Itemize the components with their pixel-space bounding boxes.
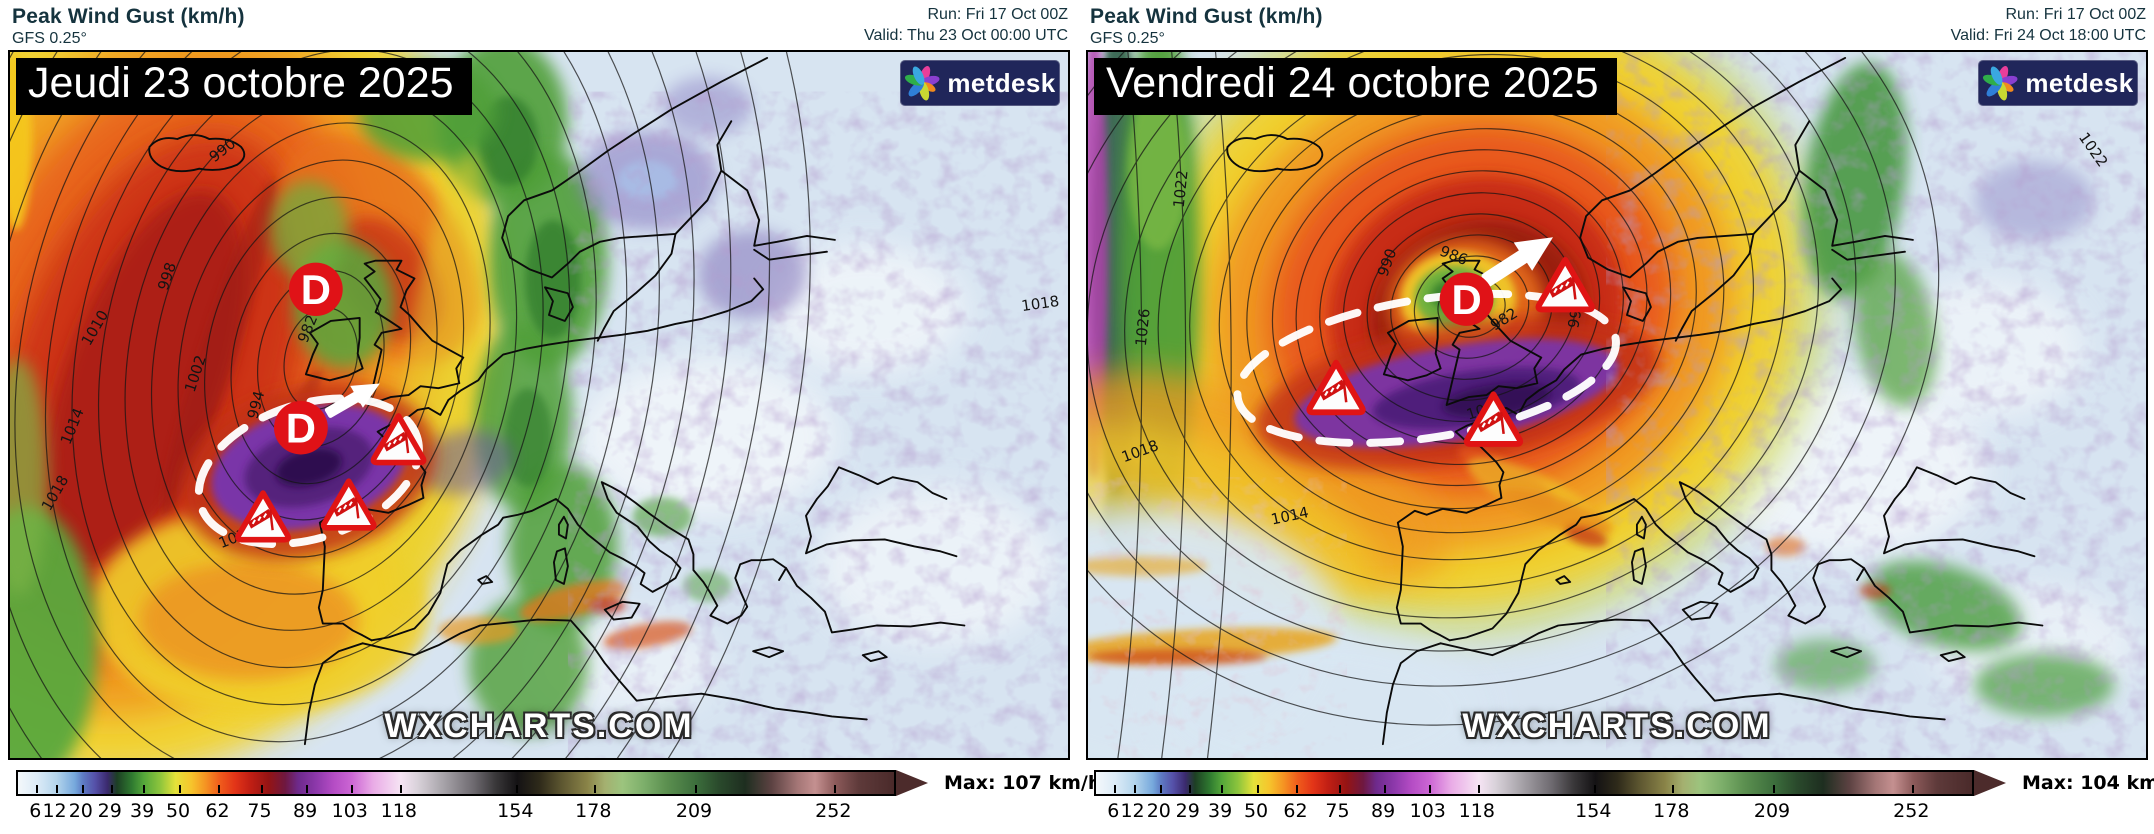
weather-map-thursday: 990 998 1010 1014 1018 1002 994 982 1018… [8, 50, 1070, 760]
valid-time: Valid: Fri 24 Oct 18:00 UTC [1950, 26, 2146, 44]
date-banner: Vendredi 24 octobre 2025 [1094, 58, 1617, 115]
date-banner: Jeudi 23 octobre 2025 [16, 58, 472, 115]
low-pressure-marker: D [288, 262, 343, 317]
metdesk-logo-text: metdesk [2025, 67, 2134, 98]
svg-text:D: D [1451, 276, 1481, 323]
svg-text:D: D [301, 266, 331, 313]
model-label: GFS 0.25° [12, 30, 87, 47]
panel-header: Peak Wind Gust (km/h) GFS 0.25° Run: Fri… [1086, 0, 2148, 50]
metdesk-logo-text: metdesk [947, 67, 1056, 98]
purple-speckle-texture [1606, 52, 2146, 758]
forecast-panel-friday: Peak Wind Gust (km/h) GFS 0.25° Run: Fri… [1086, 0, 2154, 834]
colorbar-arrow [896, 770, 928, 796]
panel-header: Peak Wind Gust (km/h) GFS 0.25° Run: Fri… [8, 0, 1070, 50]
metdesk-flower-icon [1983, 65, 2018, 101]
wind-gust-colorbar: 6 12 20 29 39 50 62 75 89 103 118 154 17… [1086, 770, 2154, 832]
svg-text:1022: 1022 [1170, 169, 1192, 208]
colorbar-tick-labels: 6 12 20 29 39 50 62 75 89 103 118 154 17… [29, 800, 852, 822]
colorbar-arrow [1974, 770, 2006, 796]
map-canvas: 990 998 1010 1014 1018 1002 994 982 1018… [10, 52, 1068, 758]
map-canvas: 1022 1026 986 990 982 998 1002 1018 1014… [1088, 52, 2146, 758]
purple-speckle-texture [567, 91, 1068, 758]
pink-speckle-texture [1088, 477, 1348, 758]
metdesk-flower-icon [905, 65, 940, 101]
colorbar-tick-labels: 6 12 20 29 39 50 62 75 89 103 118 154 17… [1107, 800, 1930, 822]
isobar-rings [10, 52, 811, 758]
valid-time: Valid: Thu 23 Oct 00:00 UTC [864, 26, 1068, 44]
watermark: WXCHARTS.COM [384, 707, 694, 745]
model-label: GFS 0.25° [1090, 30, 1165, 47]
max-gust-label: Max: 104 km/h [2022, 772, 2154, 794]
watermark: WXCHARTS.COM [1462, 707, 1772, 745]
low-pressure-marker: D [1439, 272, 1494, 326]
wind-gust-colorbar: 6 12 20 29 39 50 62 75 89 103 118 154 17… [8, 770, 1101, 832]
colorbar-gradient [1094, 770, 1974, 796]
forecast-panel-thursday: Peak Wind Gust (km/h) GFS 0.25° Run: Fri… [8, 0, 1101, 834]
chart-title: Peak Wind Gust (km/h) [12, 5, 245, 28]
storm-dashed-outline [1233, 289, 1620, 447]
svg-text:1026: 1026 [1132, 308, 1154, 347]
run-time: Run: Fri 17 Oct 00Z [2005, 6, 2147, 23]
weather-map-friday: 1022 1026 986 990 982 998 1002 1018 1014… [1086, 50, 2148, 760]
metdesk-logo: metdesk [900, 60, 1060, 106]
colorbar-gradient [16, 770, 896, 796]
chart-title: Peak Wind Gust (km/h) [1090, 5, 1323, 28]
svg-text:D: D [286, 405, 316, 452]
svg-text:1018: 1018 [1020, 292, 1060, 315]
run-time: Run: Fri 17 Oct 00Z [927, 6, 1069, 23]
low-pressure-marker: D [274, 401, 328, 455]
max-gust-label: Max: 107 km/h [944, 772, 1102, 794]
metdesk-logo: metdesk [1978, 60, 2138, 106]
